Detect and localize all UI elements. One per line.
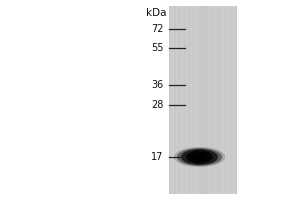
Text: 17: 17 xyxy=(151,152,164,162)
FancyBboxPatch shape xyxy=(169,6,237,194)
Text: kDa: kDa xyxy=(146,8,166,18)
Ellipse shape xyxy=(186,150,213,164)
Ellipse shape xyxy=(192,152,207,162)
Text: 72: 72 xyxy=(151,24,164,34)
Ellipse shape xyxy=(181,149,218,165)
Ellipse shape xyxy=(177,148,222,166)
Text: 28: 28 xyxy=(151,100,164,110)
Ellipse shape xyxy=(174,147,225,167)
Text: 55: 55 xyxy=(151,43,164,53)
Text: 36: 36 xyxy=(151,80,164,90)
